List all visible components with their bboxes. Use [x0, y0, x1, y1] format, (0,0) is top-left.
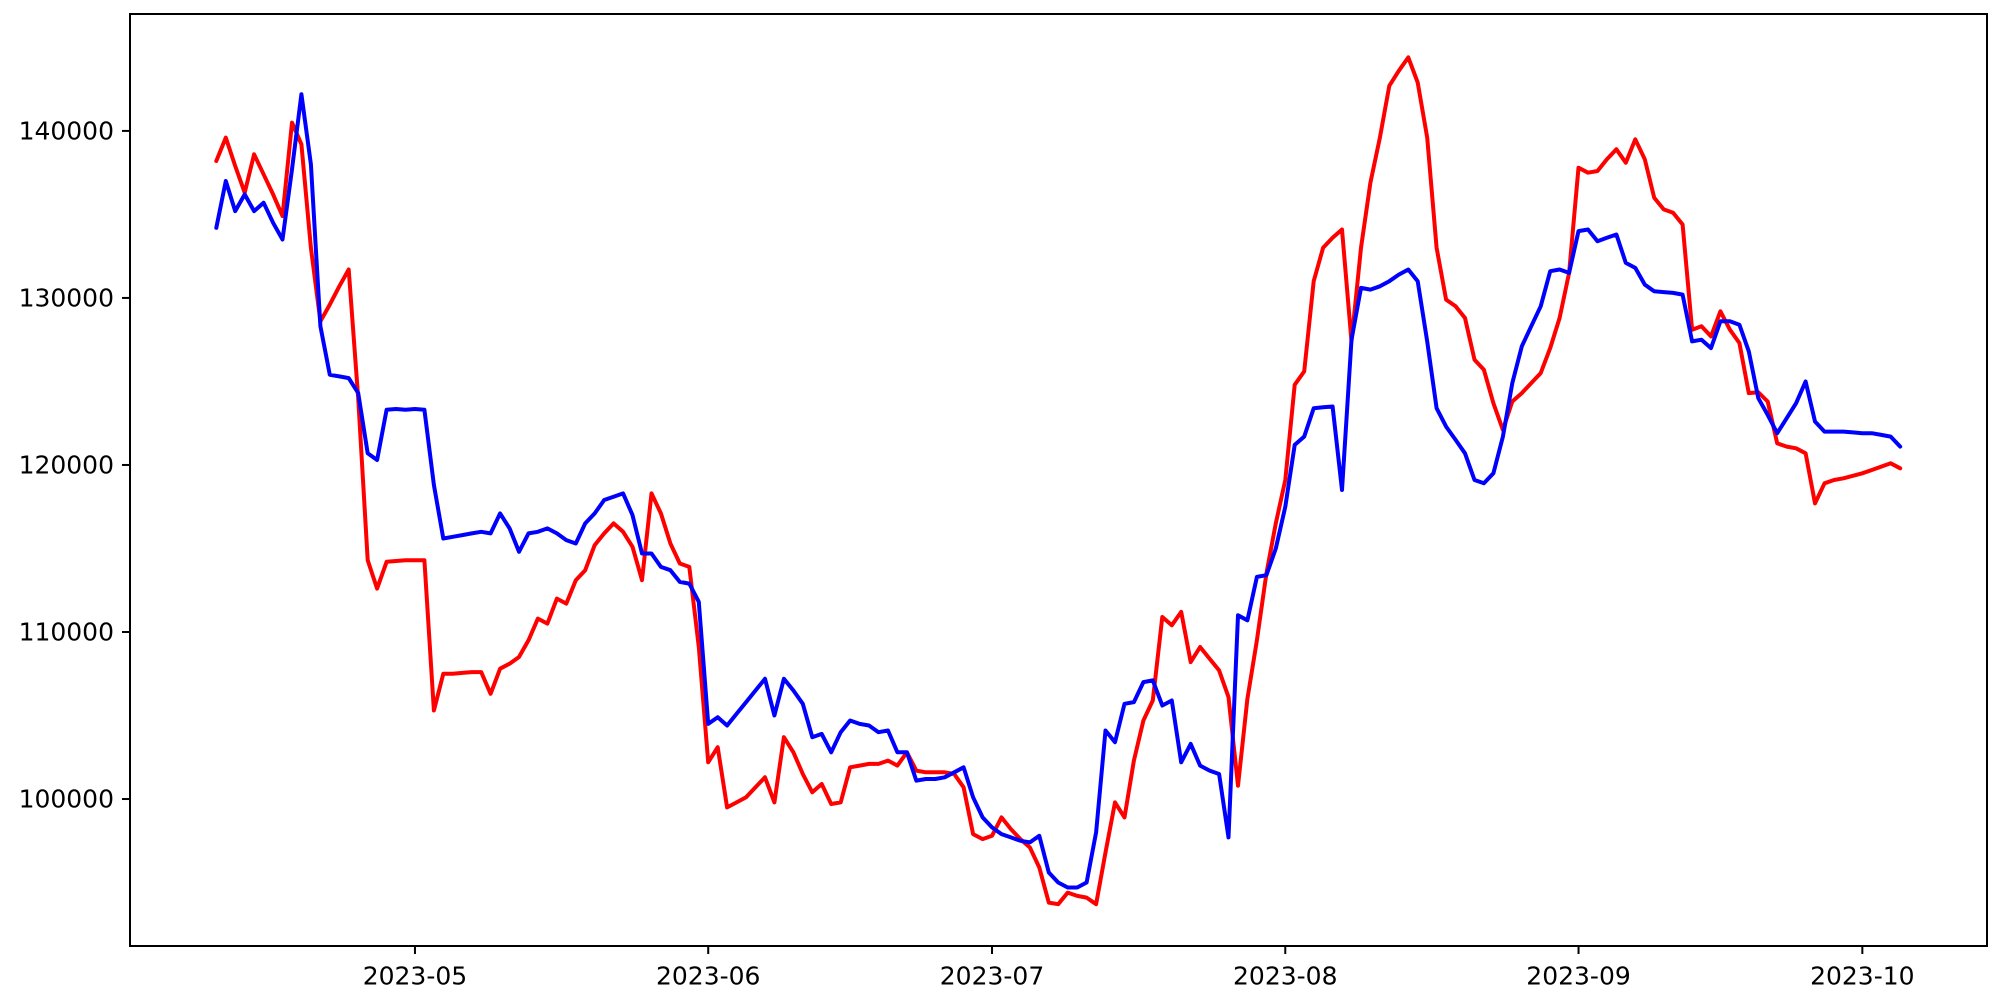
red-series-line [214, 55, 1903, 907]
x-tick-label: 2023-09 [1526, 961, 1630, 990]
blue-series-line [214, 92, 1903, 890]
x-tick-label: 2023-05 [363, 961, 467, 990]
x-tick-label: 2023-08 [1233, 961, 1337, 990]
y-tick-label: 140000 [19, 116, 114, 145]
y-tick-label: 110000 [19, 617, 114, 646]
y-tick-label: 100000 [19, 785, 114, 814]
x-tick-label: 2023-07 [940, 961, 1044, 990]
axes-spines [129, 13, 1988, 947]
x-tick-label: 2023-10 [1810, 961, 1914, 990]
x-tick-label: 2023-06 [656, 961, 760, 990]
y-tick-label: 120000 [19, 450, 114, 479]
y-tick-label: 130000 [19, 283, 114, 312]
